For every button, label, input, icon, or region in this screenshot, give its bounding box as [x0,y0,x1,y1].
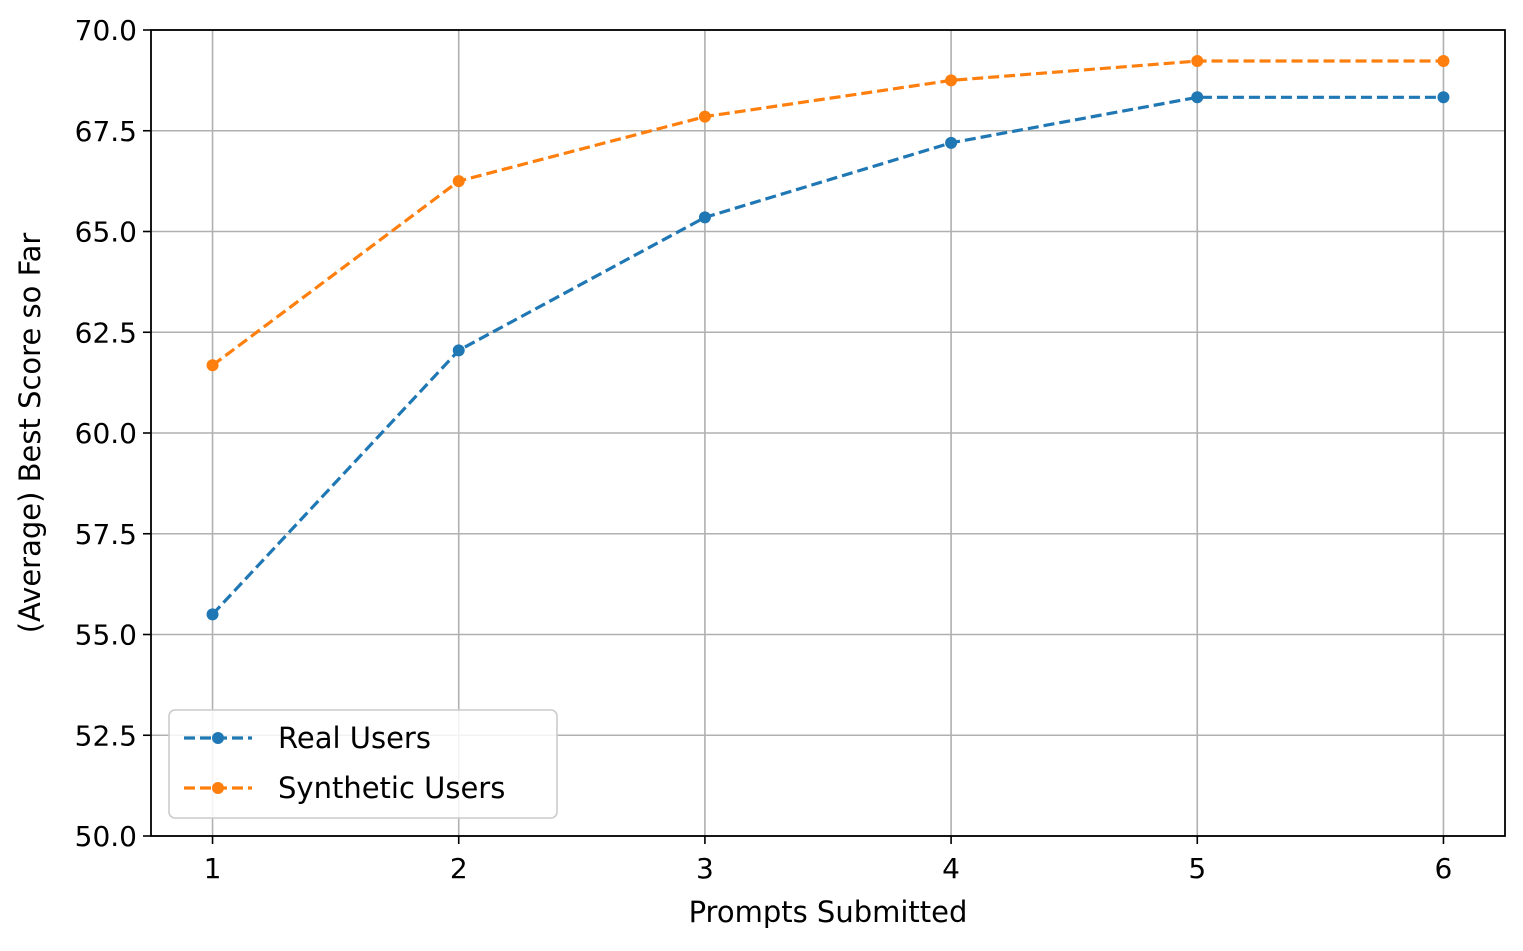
ticks: 1 2 3 4 5 6 50.0 52.5 55.0 57.5 60.0 62.5 65.0 67.5 70… [75,14,1453,885]
x-tick-label: 3 [696,852,714,885]
x-axis-title: Prompts Submitted [689,895,968,929]
y-tick-label: 50.0 [75,820,137,853]
x-tick-label: 4 [942,852,960,885]
data-point [945,136,958,149]
grid [151,29,1505,837]
legend-box [168,709,558,819]
x-tick-label: 2 [450,852,468,885]
data-point [1437,55,1450,68]
data-point [698,211,711,224]
series-line [211,95,1444,616]
legend-label: Synthetic Users [278,771,505,805]
x-tick-label: 5 [1188,852,1206,885]
legend-label: Real Users [278,721,431,755]
series-line [211,59,1444,367]
y-tick-label: 67.5 [75,115,137,148]
data-point [1191,55,1204,68]
y-tick-label: 65.0 [75,216,137,249]
data-point [1437,91,1450,104]
data-point [1191,91,1204,104]
data-point [698,110,711,123]
y-tick-label: 52.5 [75,719,137,752]
series-layer [206,55,1450,621]
y-tick-label: 55.0 [75,619,137,652]
data-point [452,344,465,357]
x-tick-label: 6 [1435,852,1453,885]
y-tick-label: 57.5 [75,518,137,551]
y-tick-label: 62.5 [75,316,137,349]
data-point [452,175,465,188]
legend: Real Users Synthetic Users [168,709,558,819]
legend-swatch-marker [212,782,224,794]
y-tick-label: 70.0 [75,14,137,47]
data-point [206,608,219,621]
data-point [206,359,219,372]
y-tick-label: 60.0 [75,417,137,450]
legend-swatch-marker [212,732,224,744]
x-tick-label: 1 [204,852,222,885]
y-axis-title: (Average) Best Score so Far [13,233,47,634]
data-point [945,74,958,87]
